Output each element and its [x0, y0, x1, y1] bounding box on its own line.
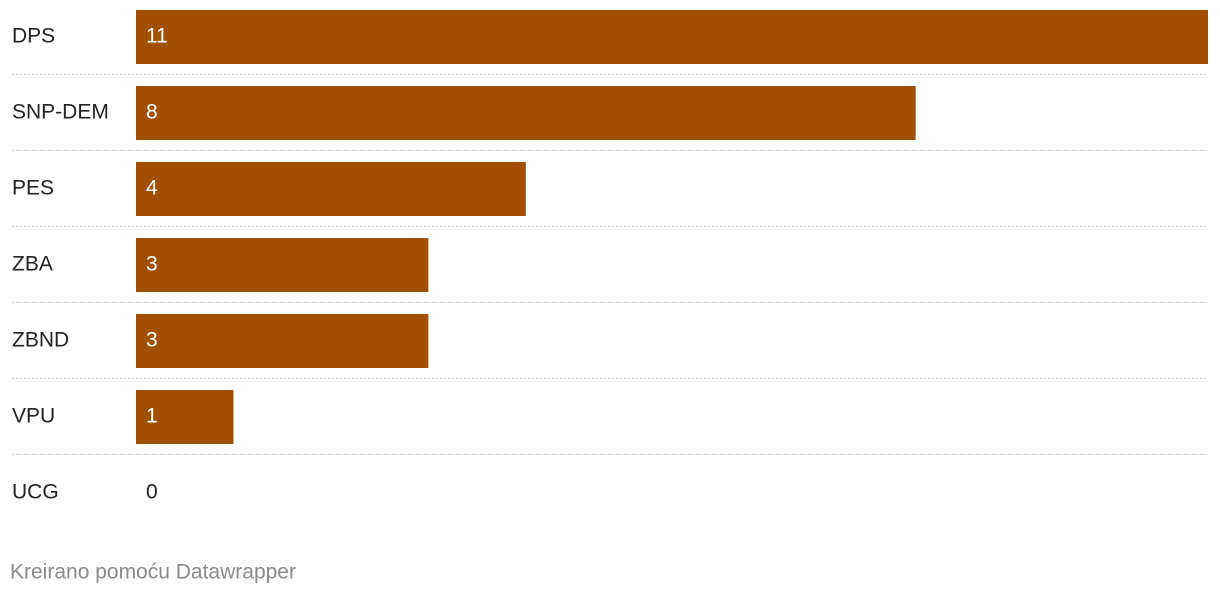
value-label: 8 — [146, 101, 158, 124]
value-label: 0 — [146, 481, 158, 504]
bar — [136, 238, 429, 292]
category-label: DPS — [12, 25, 55, 48]
category-label: PES — [12, 177, 54, 200]
value-label: 1 — [146, 405, 158, 428]
credit: Kreirano pomoću Datawrapper — [10, 561, 296, 584]
category-label: VPU — [12, 405, 55, 428]
bar — [136, 86, 916, 140]
value-label: 3 — [146, 253, 158, 276]
category-label: ZBND — [12, 329, 69, 352]
bar — [136, 10, 1208, 64]
value-label: 11 — [146, 25, 168, 48]
category-label: SNP-DEM — [12, 101, 109, 124]
bar — [136, 314, 429, 368]
bar — [136, 162, 526, 216]
category-label: UCG — [12, 481, 59, 504]
value-label: 4 — [146, 177, 158, 200]
category-label: ZBA — [12, 253, 53, 276]
bar — [136, 390, 234, 444]
value-label: 3 — [146, 329, 158, 352]
